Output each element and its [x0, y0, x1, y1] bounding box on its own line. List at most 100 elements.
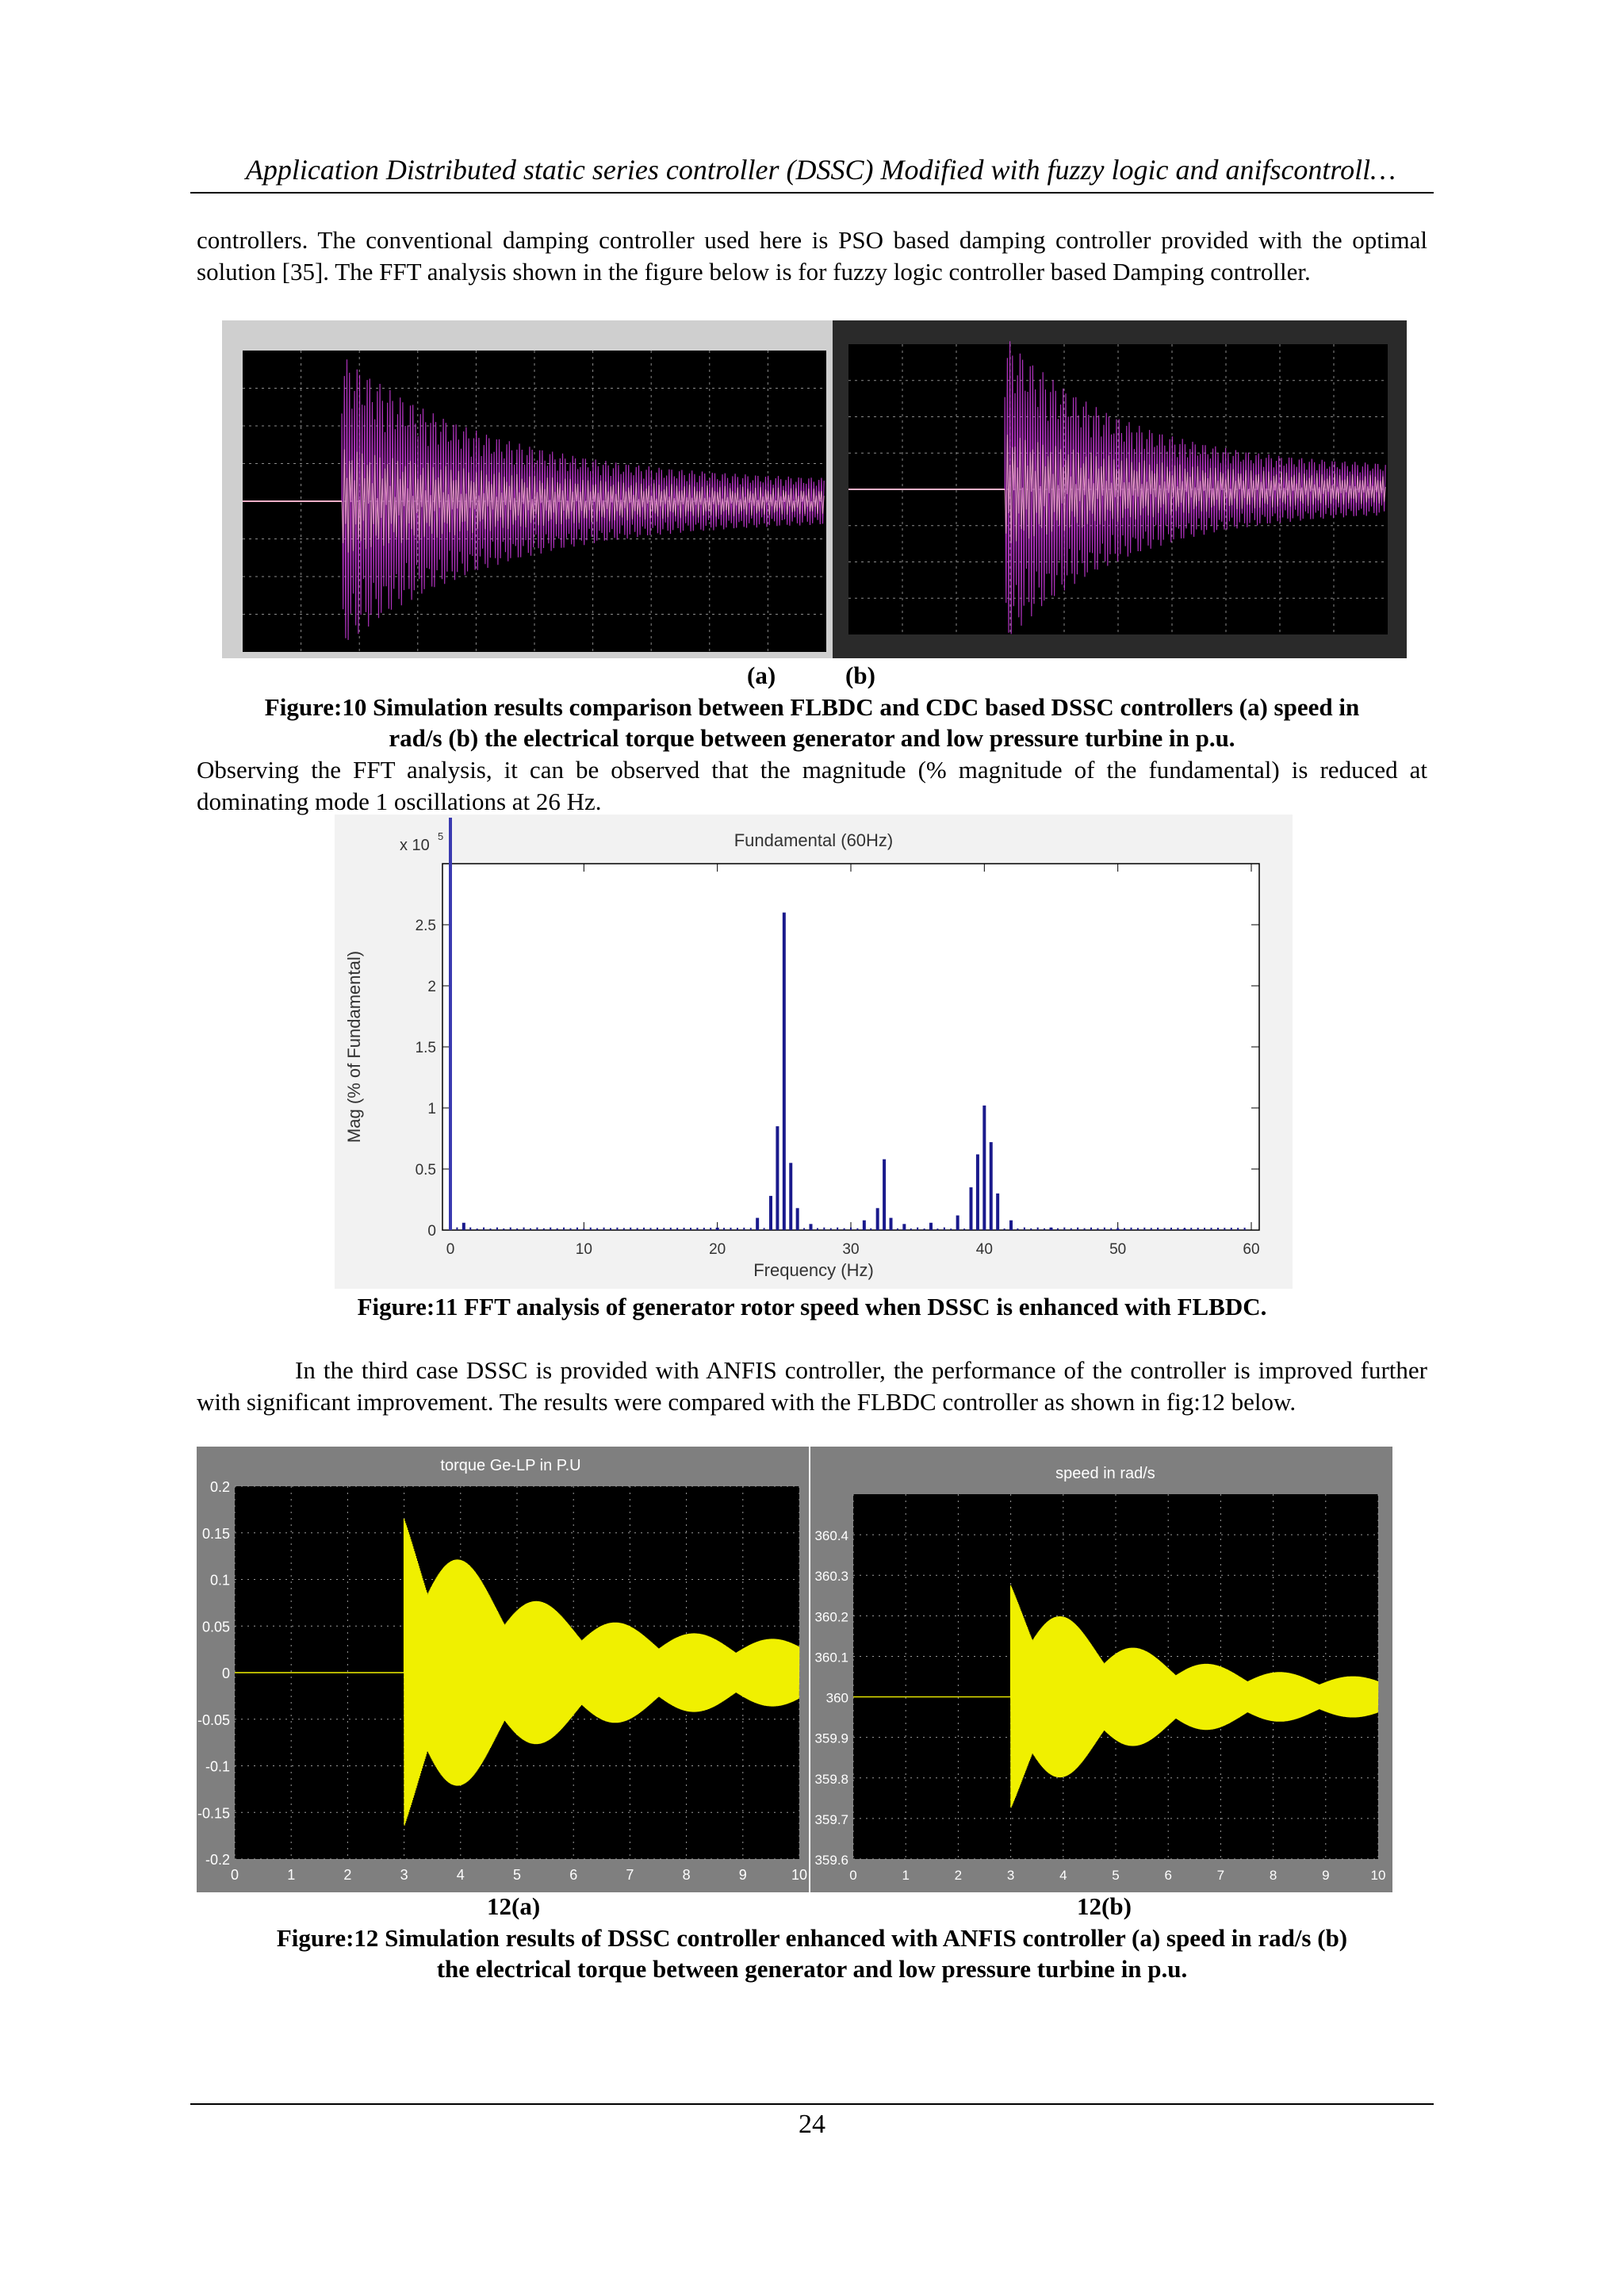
figure-10-label-a: (a) [747, 661, 776, 689]
figure-10-caption-line1: Figure:10 Simulation results comparison … [264, 693, 1360, 721]
fft-x-tick-label: 20 [709, 1241, 726, 1258]
x-tick-label: 10 [1371, 1868, 1386, 1883]
fft-x-tick-label: 10 [576, 1241, 592, 1258]
fft-y-tick-label: 1 [427, 1101, 436, 1117]
x-tick-label: 9 [739, 1867, 747, 1883]
y-tick-label: 359.9 [814, 1731, 848, 1746]
figure-12-label-a: 12(a) [487, 1892, 541, 1920]
y-tick-label: -0.15 [197, 1805, 230, 1821]
fft-bar [975, 1154, 979, 1230]
figure-12-plots: torque Ge-LP in P.U speed in rad/s 0 1 2 3 4… [197, 1447, 1392, 1892]
figure-10-label-b: (b) [845, 661, 875, 689]
x-tick-label: 5 [1112, 1868, 1119, 1883]
fft-x-ticks: 0 10 20 30 40 50 60 [446, 864, 1260, 1258]
x-tick-label: 8 [1270, 1868, 1277, 1883]
fft-bar [1182, 1228, 1186, 1230]
fft-bar [862, 1220, 866, 1230]
y-tick-label: 360.2 [814, 1609, 848, 1624]
fft-y-tick-label: 0.5 [416, 1162, 436, 1179]
figure-12a-ticks: 0 1 2 3 4 5 6 7 8 9 10 0.2 0.15 0.1 0.05 0 -0.05 -0.1 -0.1… [197, 1479, 807, 1883]
fft-exponent-power: 5 [438, 830, 443, 842]
oscillation-core [1004, 435, 1386, 543]
fft-y-tick-label: 0 [427, 1223, 436, 1240]
fft-bar [776, 1126, 779, 1230]
y-tick-label: 0 [222, 1665, 230, 1681]
fft-bars [449, 818, 1246, 1230]
x-tick-label: 3 [400, 1867, 408, 1883]
y-tick-label: 360 [826, 1691, 848, 1706]
fft-x-tick-label: 60 [1243, 1241, 1259, 1258]
y-tick-label: -0.1 [205, 1759, 230, 1775]
fft-y-tick-label: 2.5 [416, 918, 436, 934]
x-tick-label: 2 [955, 1868, 962, 1883]
y-tick-label: 0.15 [202, 1526, 230, 1542]
fft-bar [889, 1217, 893, 1230]
header-rule [190, 192, 1434, 194]
footer-rule [190, 2103, 1434, 2105]
fft-bar [715, 1227, 719, 1230]
fft-bar [782, 912, 786, 1230]
fft-ylabel: Mag (% of Fundamental) [344, 951, 364, 1143]
y-tick-label: 359.7 [814, 1812, 848, 1827]
y-tick-label: 359.6 [814, 1853, 848, 1868]
fft-bar [795, 1208, 799, 1230]
figure-11-fft-chart: Fundamental (60Hz) x 10 5 Frequency (Hz)… [335, 815, 1293, 1289]
figure-10-caption-line2: rad/s (b) the electrical torque between … [389, 724, 1235, 752]
x-tick-label: 10 [791, 1867, 807, 1883]
y-tick-label: -0.2 [205, 1852, 230, 1868]
figure-10-plots [222, 320, 1407, 658]
paragraph-fft-observation: Observing the FFT analysis, it can be ob… [197, 756, 1427, 815]
x-tick-label: 1 [902, 1868, 909, 1883]
x-tick-label: 0 [849, 1868, 856, 1883]
fft-bar [789, 1163, 793, 1230]
figure-10b-plot [833, 320, 1407, 658]
fft-bar [996, 1193, 1000, 1230]
fft-title: Fundamental (60Hz) [734, 830, 894, 850]
y-tick-label: -0.05 [197, 1712, 230, 1728]
x-tick-label: 2 [343, 1867, 351, 1883]
paragraph-anfis: In the third case DSSC is provided with … [197, 1356, 1427, 1416]
fft-y-tick-label: 1.5 [416, 1040, 436, 1056]
y-tick-label: 0.05 [202, 1619, 230, 1635]
y-tick-label: 0.2 [210, 1479, 230, 1495]
fft-fundamental-line [449, 818, 452, 1230]
x-tick-label: 4 [457, 1867, 465, 1883]
x-tick-label: 9 [1322, 1868, 1329, 1883]
fft-bar [875, 1208, 879, 1230]
fft-bar [1116, 1228, 1120, 1230]
y-tick-label: 360.4 [814, 1528, 848, 1543]
x-tick-label: 1 [287, 1867, 295, 1883]
x-tick-label: 4 [1059, 1868, 1067, 1883]
x-tick-label: 6 [569, 1867, 577, 1883]
figure-12b-title: speed in rad/s [1055, 1465, 1155, 1482]
fft-bar [969, 1187, 973, 1230]
figure-12-caption-line1: Figure:12 Simulation results of DSSC con… [276, 1924, 1348, 1952]
fft-bar [756, 1217, 760, 1230]
y-tick-label: 360.1 [814, 1650, 848, 1665]
oscillation-core [341, 449, 825, 553]
fft-bar [883, 1159, 887, 1230]
fft-xlabel: Frequency (Hz) [753, 1260, 874, 1280]
fft-y-tick-label: 2 [427, 979, 436, 995]
figure-12-caption-line2: the electrical torque between generator … [436, 1955, 1188, 1983]
x-tick-label: 0 [231, 1867, 239, 1883]
x-tick-label: 7 [626, 1867, 634, 1883]
fft-x-tick-label: 0 [446, 1241, 455, 1258]
fft-axes-box [442, 863, 1260, 1231]
fft-bar [989, 1142, 993, 1230]
fft-bar [462, 1222, 465, 1230]
figure-12a-title: torque Ge-LP in P.U [440, 1457, 580, 1474]
y-tick-label: 0.1 [210, 1573, 230, 1589]
fft-bar [769, 1195, 772, 1230]
page-number: 24 [799, 2110, 825, 2139]
fft-bar [809, 1224, 813, 1230]
figure-12-label-b: 12(b) [1077, 1892, 1132, 1920]
figure-10a-plot [243, 351, 826, 652]
running-header: Application Distributed static series co… [245, 154, 1396, 186]
y-tick-label: 360.3 [814, 1569, 848, 1584]
fft-bar [1009, 1220, 1013, 1230]
fft-bar [956, 1215, 959, 1230]
x-tick-label: 5 [513, 1867, 521, 1883]
x-tick-label: 8 [683, 1867, 691, 1883]
